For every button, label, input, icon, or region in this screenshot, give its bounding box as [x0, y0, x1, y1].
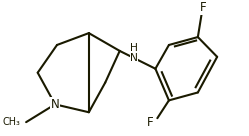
Text: N: N: [51, 98, 60, 111]
Text: F: F: [147, 116, 153, 129]
Text: F: F: [200, 1, 206, 14]
Text: CH₃: CH₃: [2, 117, 20, 127]
Text: H
N: H N: [130, 44, 138, 63]
